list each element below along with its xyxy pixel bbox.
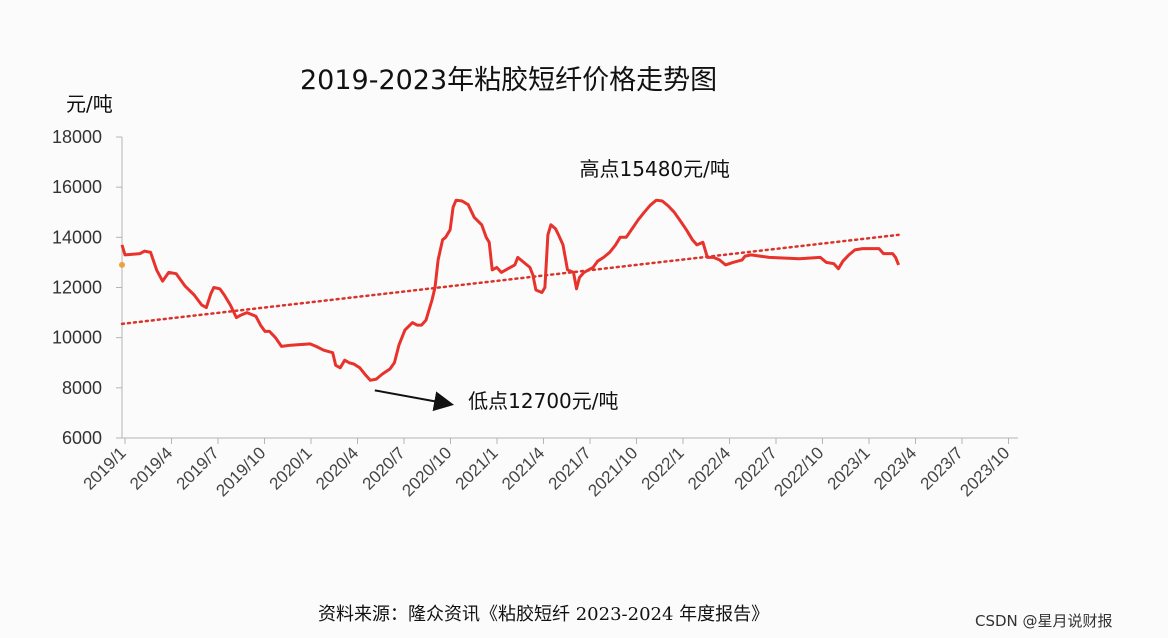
y-ticks: 6000 8000 10000 12000 14000 16000 18000 <box>52 127 122 448</box>
x-ticks: 2019/12019/42019/72019/102020/12020/4202… <box>80 438 1013 500</box>
x-tick-label: 2021/10 <box>584 443 641 500</box>
x-tick-label: 2019/10 <box>212 443 269 500</box>
annotation-label: 低点12700元/吨 <box>468 389 618 413</box>
annotation-arrow <box>374 389 455 412</box>
x-tick-label: 2023/1 <box>824 443 874 493</box>
source-note: 资料来源：隆众资讯《粘胶短纤 2023-2024 年度报告》 <box>318 604 770 625</box>
y-tick-label: 6000 <box>62 428 102 448</box>
x-tick-label: 2022/4 <box>684 443 734 493</box>
x-tick-label: 2023/10 <box>956 443 1013 500</box>
x-tick-label: 2022/10 <box>770 443 827 500</box>
annotation-label: 高点15480元/吨 <box>580 157 730 181</box>
x-tick-label: 2019/1 <box>80 443 130 493</box>
chart-title: 2019-2023年粘胶短纤价格走势图 <box>300 65 718 96</box>
series-line <box>120 198 900 382</box>
y-tick-label: 8000 <box>62 378 102 398</box>
x-tick-label: 2019/4 <box>126 443 176 493</box>
watermark: CSDN @星月说财报 <box>975 612 1113 630</box>
y-axis-unit: 元/吨 <box>66 92 113 116</box>
x-tick-label: 2021/1 <box>452 443 502 493</box>
trendline <box>120 233 900 326</box>
x-tick-label: 2020/1 <box>266 443 316 493</box>
x-tick-label: 2020/4 <box>312 443 362 493</box>
y-tick-label: 16000 <box>52 177 102 197</box>
y-tick-label: 12000 <box>52 278 102 298</box>
start-marker <box>119 261 125 268</box>
x-tick-label: 2023/4 <box>870 443 920 493</box>
x-tick-label: 2020/10 <box>398 443 455 500</box>
y-tick-label: 10000 <box>52 328 102 348</box>
x-tick-label: 2021/4 <box>498 443 548 493</box>
y-tick-label: 18000 <box>52 127 102 147</box>
x-tick-label: 2022/1 <box>638 443 688 493</box>
y-tick-label: 14000 <box>52 227 102 247</box>
